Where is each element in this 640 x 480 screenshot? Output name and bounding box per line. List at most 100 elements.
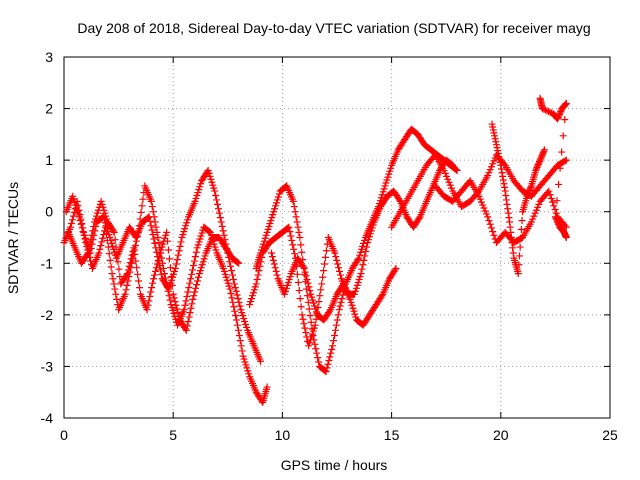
data-point: [211, 187, 219, 195]
data-point: [326, 307, 334, 315]
data-point: [302, 329, 310, 337]
data-point: [309, 327, 317, 335]
data-point: [78, 224, 86, 232]
data-point: [533, 164, 541, 172]
data-point: [102, 230, 110, 238]
data-point: [172, 315, 180, 323]
data-point: [250, 286, 258, 294]
data-point: [152, 264, 160, 272]
data-point: [332, 321, 340, 329]
data-point: [205, 169, 213, 177]
data-point: [226, 258, 234, 266]
data-point: [490, 129, 498, 137]
data-point: [514, 270, 522, 278]
data-point: [285, 275, 293, 283]
data-point: [305, 342, 313, 350]
data-point: [540, 105, 548, 113]
data-point: [272, 267, 280, 275]
data-point: [482, 210, 490, 218]
data-point: [109, 227, 117, 235]
data-point: [186, 279, 194, 287]
data-point: [562, 99, 570, 107]
data-point: [379, 188, 387, 196]
data-point: [495, 152, 503, 160]
data-point: [162, 278, 170, 286]
data-point: [387, 164, 395, 172]
data-point: [217, 218, 225, 226]
data-point: [489, 160, 497, 168]
data-point: [100, 206, 108, 214]
data-point: [263, 228, 271, 236]
data-point: [150, 235, 158, 243]
data-point: [164, 287, 172, 295]
data-point: [232, 312, 240, 320]
data-point: [177, 238, 185, 246]
data-point: [263, 383, 271, 391]
data-point: [212, 192, 220, 200]
data-point: [125, 262, 133, 270]
data-point: [491, 135, 499, 143]
data-point: [99, 203, 107, 211]
data-point: [335, 264, 343, 272]
data-point: [502, 196, 510, 204]
data-point: [290, 203, 298, 211]
data-point: [160, 264, 168, 272]
data-point: [196, 267, 204, 275]
data-point: [355, 254, 363, 262]
data-point: [525, 188, 533, 196]
data-point: [219, 227, 227, 235]
data-point: [179, 231, 187, 239]
data-point: [540, 147, 548, 155]
data-point: [490, 231, 498, 239]
data-point: [302, 272, 310, 280]
data-point: [504, 205, 512, 213]
data-point: [545, 187, 553, 195]
data-point: [358, 265, 366, 273]
data-point: [293, 270, 301, 278]
data-point: [229, 275, 237, 283]
data-point: [360, 256, 368, 264]
data-point: [312, 308, 320, 316]
data-point: [149, 231, 157, 239]
data-point: [170, 267, 178, 275]
data-point: [541, 106, 549, 114]
data-point: [106, 256, 114, 264]
data-point: [114, 258, 122, 266]
data-point: [556, 109, 564, 117]
data-point: [484, 213, 492, 221]
data-point: [304, 279, 312, 287]
data-point: [228, 267, 236, 275]
data-point: [334, 311, 342, 319]
data-point: [98, 238, 106, 246]
data-point: [306, 336, 314, 344]
data-point: [131, 250, 139, 258]
data-point: [108, 239, 116, 247]
data-point: [79, 228, 87, 236]
data-point: [200, 255, 208, 263]
data-point: [349, 304, 357, 312]
data-point: [449, 161, 457, 169]
data-point: [132, 257, 140, 265]
data-point: [481, 207, 489, 215]
data-point: [337, 298, 345, 306]
data-point: [132, 237, 140, 245]
data-point: [144, 214, 152, 222]
data-point: [190, 257, 198, 265]
data-point: [183, 322, 191, 330]
data-point: [475, 192, 483, 200]
data-point: [440, 166, 448, 174]
data-point: [274, 193, 282, 201]
data-point: [240, 355, 248, 363]
data-point: [238, 309, 246, 317]
data-point: [309, 296, 317, 304]
data-point: [493, 144, 501, 152]
data-point: [233, 316, 241, 324]
data-point: [93, 209, 101, 217]
data-point: [234, 295, 242, 303]
data-point: [286, 228, 294, 236]
data-point: [181, 301, 189, 309]
data-point: [82, 239, 90, 247]
data-point: [182, 222, 190, 230]
data-point: [173, 305, 181, 313]
data-point: [109, 275, 117, 283]
